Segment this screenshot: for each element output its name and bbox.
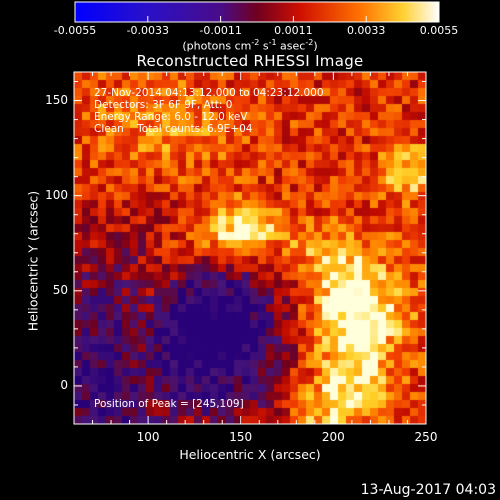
x-tick-label: 100 xyxy=(136,430,160,444)
x-tick-label: 200 xyxy=(321,430,345,444)
detectors-annotation: Detectors: 3F 6F 9F, Att: 0 xyxy=(94,99,233,111)
colorbar-gradient xyxy=(74,1,440,23)
footer-date: 13-Aug-2017 04:03 xyxy=(360,482,496,498)
x-tick-label: 150 xyxy=(229,430,253,444)
x-axis-label: Heliocentric X (arcsec) xyxy=(179,447,321,462)
peak-position-annotation: Position of Peak = [245,109] xyxy=(94,398,244,410)
x-tick-label: 250 xyxy=(414,430,438,444)
colorbar-tick-label: 0.0033 xyxy=(346,24,386,37)
plot-frame xyxy=(73,71,427,425)
colorbar-ticks xyxy=(74,16,440,22)
y-tick-label: 100 xyxy=(45,187,68,202)
colorbar-units: (photons cm-2 s-1 asec-2) xyxy=(182,38,318,53)
colorbar-tick-label: -0.0011 xyxy=(199,24,242,37)
energy-range-annotation: Energy Range: 6.0 - 12.0 keV xyxy=(94,111,248,123)
colorbar xyxy=(74,1,440,23)
colorbar-tick-label: -0.0033 xyxy=(126,24,170,37)
heatmap-image xyxy=(74,72,426,424)
clean-counts-annotation: Clean Total counts: 6.9E+04 xyxy=(94,123,253,135)
y-tick-label: 150 xyxy=(45,92,68,107)
colorbar-tick-label: 0.0011 xyxy=(274,24,313,37)
axis-ticks xyxy=(73,72,427,425)
colorbar-tick-label: 0.0055 xyxy=(419,24,459,37)
y-tick-label: 50 xyxy=(52,282,68,297)
time-range-annotation: 27-Nov-2014 04:13:12.000 to 04:23:12.000 xyxy=(94,87,324,99)
chart-title: Reconstructed RHESSI Image xyxy=(136,52,364,70)
y-tick-label: 0 xyxy=(60,377,68,392)
y-axis-label: Heliocentric Y (arcsec) xyxy=(25,190,41,332)
colorbar-tick-label: -0.0055 xyxy=(53,24,97,37)
